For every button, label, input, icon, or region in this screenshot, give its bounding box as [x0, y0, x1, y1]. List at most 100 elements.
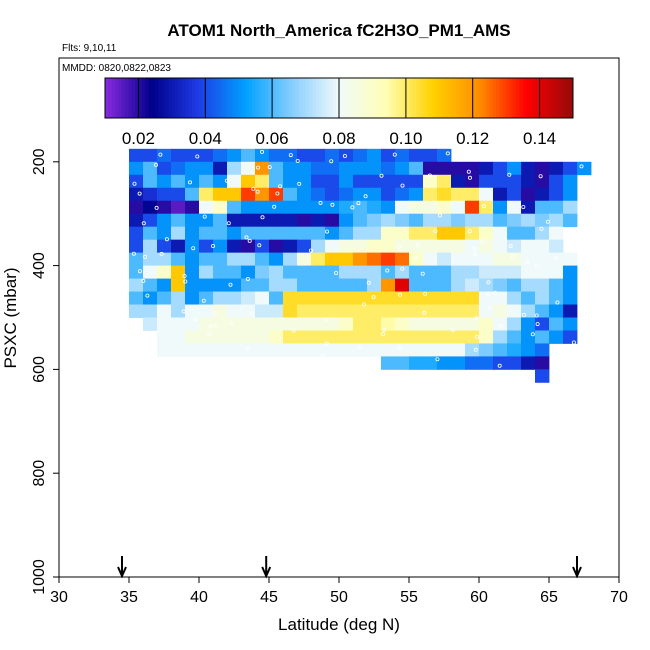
colorbar-segment — [536, 78, 541, 118]
colorbar-segment — [178, 78, 183, 118]
heatmap-cell — [339, 343, 354, 357]
measurement-point — [397, 245, 402, 250]
heatmap-cell — [171, 291, 186, 305]
heatmap-cell — [521, 343, 536, 357]
heatmap-cell — [339, 226, 354, 241]
heatmap-cell — [395, 200, 410, 215]
heatmap-cell — [283, 330, 298, 344]
measurement-point — [579, 164, 584, 169]
measurement-point — [182, 273, 187, 278]
colorbar-segment — [435, 78, 440, 118]
heatmap-cell — [241, 200, 256, 215]
heatmap-cell — [437, 330, 452, 344]
heatmap-cell — [157, 278, 172, 292]
heatmap-cell — [171, 330, 186, 344]
colorbar-segment — [385, 78, 390, 118]
heatmap-cell — [521, 291, 536, 305]
colorbar-segment — [135, 78, 139, 118]
heatmap-cell — [465, 200, 480, 215]
measurement-point — [213, 323, 218, 328]
heatmap-cell — [423, 239, 438, 254]
heatmap-cell — [325, 213, 340, 228]
heatmap-cell — [325, 291, 340, 305]
heatmap-cell — [409, 239, 424, 254]
colorbar-segment — [422, 78, 427, 118]
measurement-point — [554, 256, 559, 261]
heatmap-cell — [241, 265, 256, 279]
heatmap-cell — [157, 252, 172, 267]
heatmap-cell — [479, 330, 494, 344]
colorbar-tick-label: 0.14 — [523, 129, 556, 148]
colorbar-segment — [352, 78, 357, 118]
heatmap-cell — [143, 226, 158, 241]
heatmap-cell — [465, 304, 480, 318]
heatmap-cell — [535, 239, 550, 254]
measurement-point — [445, 151, 450, 156]
colorbar-segment — [288, 78, 293, 118]
heatmap-cell — [269, 213, 284, 228]
heatmap-cell — [227, 148, 242, 163]
heatmap-cell — [521, 161, 536, 176]
heatmap-cell — [437, 187, 452, 202]
colorbar-tick-label: 0.04 — [189, 129, 222, 148]
heatmap-cell — [507, 330, 522, 344]
colorbar-segment — [415, 78, 420, 118]
heatmap-cell — [199, 252, 214, 267]
colorbar-segment — [168, 78, 173, 118]
heatmap-cell — [395, 161, 410, 176]
colorbar-segment — [529, 78, 534, 118]
heatmap-cell — [437, 356, 452, 370]
heatmap-cell — [213, 239, 228, 254]
heatmap-cell — [493, 252, 508, 267]
measurement-point — [141, 278, 146, 283]
heatmap-cell — [255, 187, 270, 202]
heatmap-cell — [283, 343, 298, 357]
heatmap-cell — [325, 317, 340, 331]
colorbar-segment — [218, 78, 223, 118]
heatmap-cell — [129, 161, 144, 176]
y-tick-label: 200 — [31, 148, 48, 175]
colorbar-segment — [479, 78, 484, 118]
heatmap-cell — [535, 200, 550, 215]
heatmap-cell — [563, 213, 578, 228]
colorbar-segment — [235, 78, 240, 118]
heatmap-cell — [269, 291, 284, 305]
heatmap-cell — [521, 330, 536, 344]
flight-arrows — [117, 556, 582, 579]
heatmap-cell — [213, 187, 228, 202]
heatmap-cell — [535, 330, 550, 344]
heatmap-cell — [437, 278, 452, 292]
heatmap-cell — [353, 304, 368, 318]
heatmap-cell — [129, 174, 144, 189]
heatmap-cell — [311, 148, 326, 163]
heatmap-cell — [409, 161, 424, 176]
heatmap-cell — [479, 161, 494, 176]
measurement-point — [473, 251, 478, 256]
heatmap-cell — [227, 252, 242, 267]
heatmap-cell — [353, 200, 368, 215]
heatmap-cell — [367, 330, 382, 344]
measurement-point — [508, 244, 513, 249]
heatmap-cell — [227, 239, 242, 254]
heatmap-cell — [507, 343, 522, 357]
heatmap-cell — [521, 304, 536, 318]
colorbar-segment — [225, 78, 230, 118]
heatmap-cell — [549, 252, 564, 267]
colorbar-segment — [522, 78, 527, 118]
heatmap-cell — [311, 330, 326, 344]
x-tick-label: 45 — [260, 589, 278, 606]
measurement-point — [493, 290, 498, 295]
heatmap-cell — [213, 265, 228, 279]
heatmap-cell — [227, 304, 242, 318]
colorbar-segment — [372, 78, 377, 118]
colorbar-segment — [308, 78, 313, 118]
colorbar-segment — [342, 78, 347, 118]
heatmap-cell — [143, 252, 158, 267]
x-axis-ticks: 30 35 40 45 50 55 60 65 70 — [50, 577, 628, 606]
heatmap-cell — [339, 239, 354, 254]
heatmap-cell — [507, 226, 522, 241]
heatmap-cell — [493, 226, 508, 241]
heatmap-cell — [171, 252, 186, 267]
heatmap-cell — [283, 291, 298, 305]
heatmap-cell — [171, 343, 186, 357]
